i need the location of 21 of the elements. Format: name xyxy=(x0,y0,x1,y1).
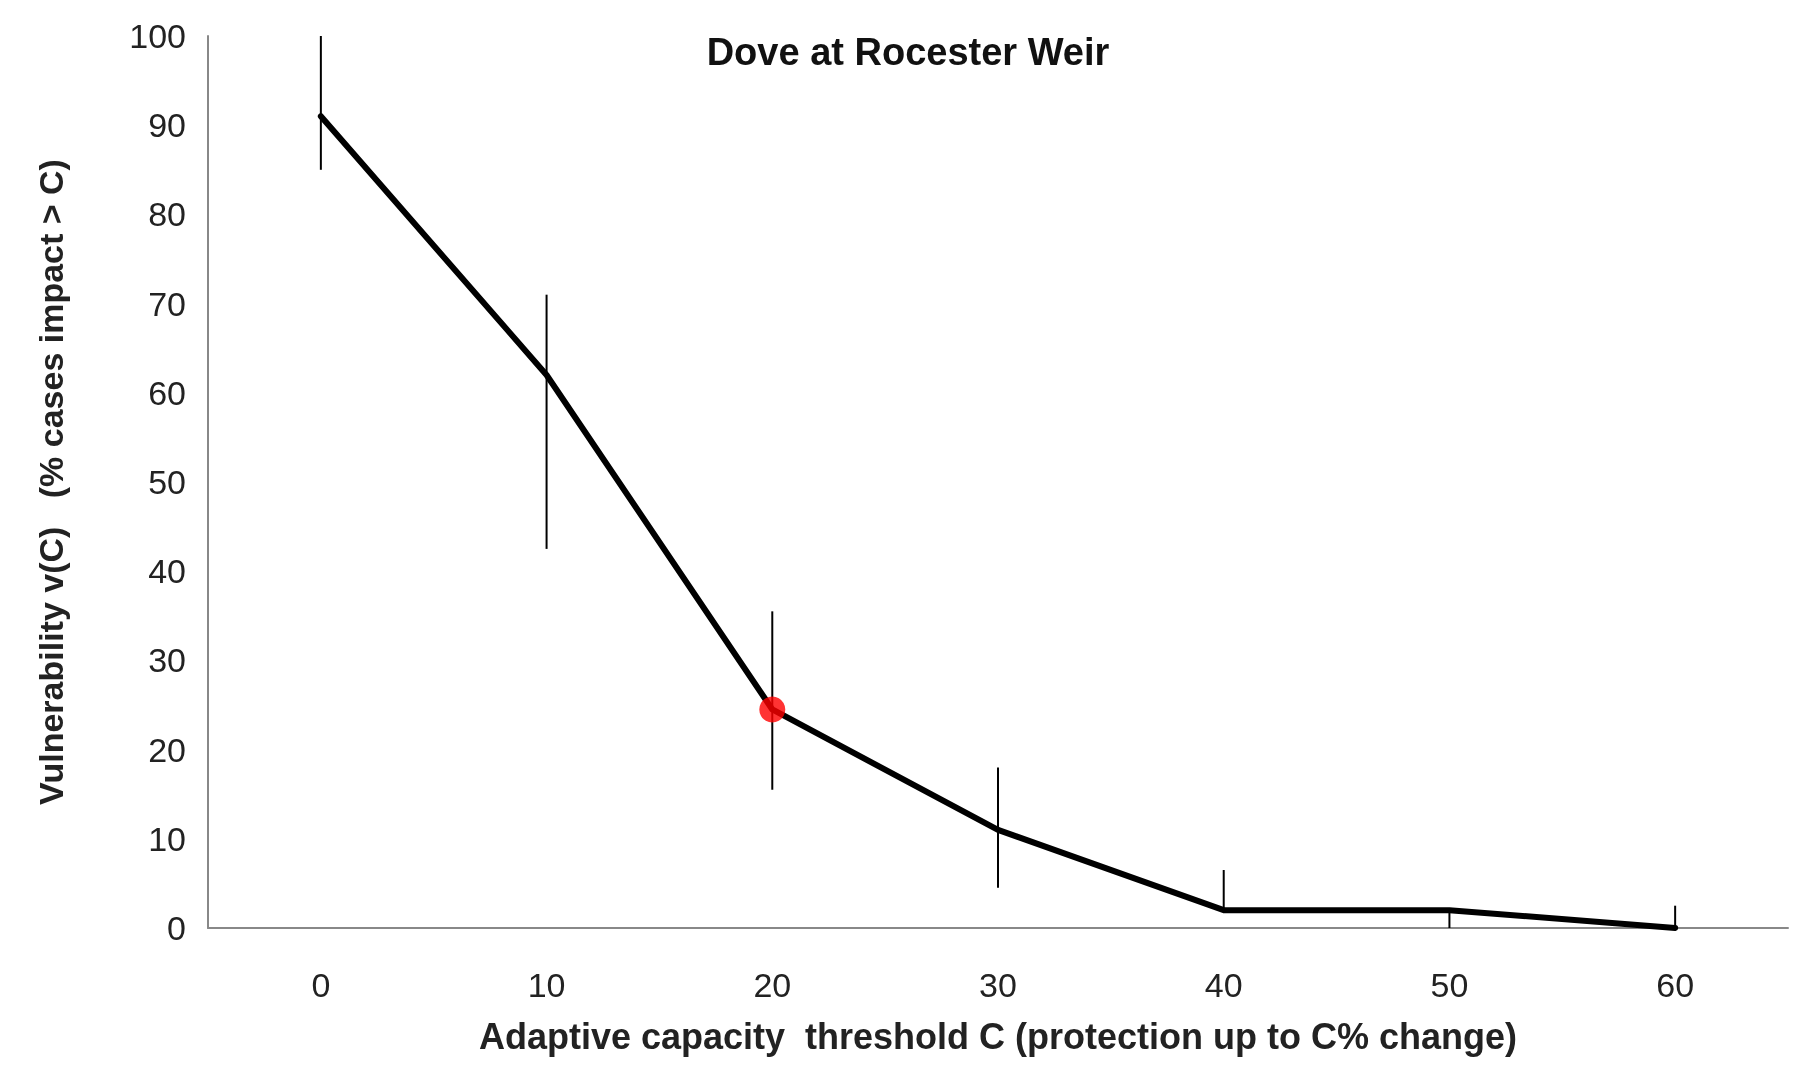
y-tick-label: 100 xyxy=(129,17,186,55)
x-tick-label: 20 xyxy=(753,966,792,1004)
chart-title: Dove at Rocester Weir xyxy=(706,31,1110,73)
y-tick-label: 20 xyxy=(148,730,186,769)
y-tick-label: 50 xyxy=(148,463,186,501)
y-tick-label: 90 xyxy=(148,106,186,145)
y-tick-label: 80 xyxy=(148,195,186,234)
y-tick-label: 40 xyxy=(148,552,186,591)
x-tick-label: 30 xyxy=(979,966,1017,1004)
x-tick-label: 40 xyxy=(1204,966,1243,1004)
y-axis-title: Vulnerability v(C) (% cases impact > C) xyxy=(32,159,70,805)
y-tick-label: 0 xyxy=(167,909,186,947)
y-tick-label: 70 xyxy=(148,284,186,323)
x-tick-label: 60 xyxy=(1656,966,1695,1004)
x-axis-title: Adaptive capacity threshold C (protection up to C% change) xyxy=(478,1015,1518,1057)
y-tick-label: 10 xyxy=(148,819,186,858)
y-tick-label: 60 xyxy=(148,373,186,412)
x-tick-label: 50 xyxy=(1430,966,1469,1004)
y-tick-label: 30 xyxy=(148,641,186,680)
x-tick-label: 10 xyxy=(527,966,566,1004)
x-tick-label: 0 xyxy=(311,966,331,1004)
